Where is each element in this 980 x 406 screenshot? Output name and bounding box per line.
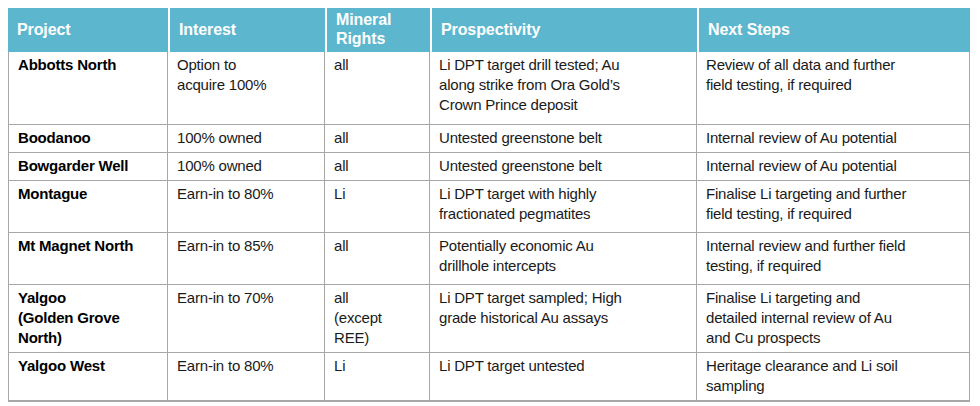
cell-next-steps: Finalise Li targeting and further field … xyxy=(697,181,970,233)
cell-project: Boodanoo xyxy=(8,125,168,153)
cell-next-steps: Finalise Li targeting and detailed inter… xyxy=(697,285,970,353)
table-row: Yalgoo West Earn-in to 80% Li Li DPT tar… xyxy=(8,353,970,402)
cell-mineral-rights: all xyxy=(325,125,430,153)
cell-interest: Earn-in to 80% xyxy=(168,181,325,233)
projects-table-container: Project Interest Mineral Rights Prospect… xyxy=(8,8,970,402)
table-row: Boodanoo 100% owned all Untested greenst… xyxy=(8,125,970,153)
cell-mineral-rights: all xyxy=(325,52,430,125)
table-row: Mt Magnet North Earn-in to 85% all Poten… xyxy=(8,233,970,285)
cell-mineral-rights: all xyxy=(325,233,430,285)
column-header-interest: Interest xyxy=(168,8,325,52)
cell-interest: 100% owned xyxy=(168,125,325,153)
cell-prospectivity: Li DPT target untested xyxy=(430,353,697,402)
header-row: Project Interest Mineral Rights Prospect… xyxy=(8,8,970,52)
cell-interest: Earn-in to 70% xyxy=(168,285,325,353)
cell-project: Mt Magnet North xyxy=(8,233,168,285)
column-header-mineral-rights: Mineral Rights xyxy=(325,8,430,52)
cell-interest: Earn-in to 85% xyxy=(168,233,325,285)
table-row: Abbotts North Option to acquire 100% all… xyxy=(8,52,970,125)
cell-project: Bowgarder Well xyxy=(8,153,168,181)
table-row: Yalgoo (Golden Grove North) Earn-in to 7… xyxy=(8,285,970,353)
column-header-prospectivity: Prospectivity xyxy=(430,8,697,52)
cell-interest: Earn-in to 80% xyxy=(168,353,325,402)
table-row: Bowgarder Well 100% owned all Untested g… xyxy=(8,153,970,181)
cell-mineral-rights: Li xyxy=(325,181,430,233)
column-header-next-steps: Next Steps xyxy=(697,8,970,52)
cell-prospectivity: Li DPT target with highly fractionated p… xyxy=(430,181,697,233)
column-header-project: Project xyxy=(8,8,168,52)
cell-next-steps: Internal review of Au potential xyxy=(697,125,970,153)
table-row: Montague Earn-in to 80% Li Li DPT target… xyxy=(8,181,970,233)
cell-next-steps: Review of all data and further field tes… xyxy=(697,52,970,125)
cell-project: Yalgoo (Golden Grove North) xyxy=(8,285,168,353)
cell-mineral-rights: all xyxy=(325,153,430,181)
cell-next-steps: Heritage clearance and Li soil sampling xyxy=(697,353,970,402)
cell-next-steps: Internal review of Au potential xyxy=(697,153,970,181)
cell-prospectivity: Untested greenstone belt xyxy=(430,125,697,153)
cell-mineral-rights: Li xyxy=(325,353,430,402)
projects-table: Project Interest Mineral Rights Prospect… xyxy=(8,8,970,402)
cell-mineral-rights: all (except REE) xyxy=(325,285,430,353)
cell-project: Abbotts North xyxy=(8,52,168,125)
cell-interest: Option to acquire 100% xyxy=(168,52,325,125)
cell-project: Yalgoo West xyxy=(8,353,168,402)
cell-interest: 100% owned xyxy=(168,153,325,181)
cell-prospectivity: Untested greenstone belt xyxy=(430,153,697,181)
cell-prospectivity: Li DPT target sampled; High grade histor… xyxy=(430,285,697,353)
cell-project: Montague xyxy=(8,181,168,233)
cell-prospectivity: Potentially economic Au drillhole interc… xyxy=(430,233,697,285)
cell-prospectivity: Li DPT target drill tested; Au along str… xyxy=(430,52,697,125)
cell-next-steps: Internal review and further field testin… xyxy=(697,233,970,285)
